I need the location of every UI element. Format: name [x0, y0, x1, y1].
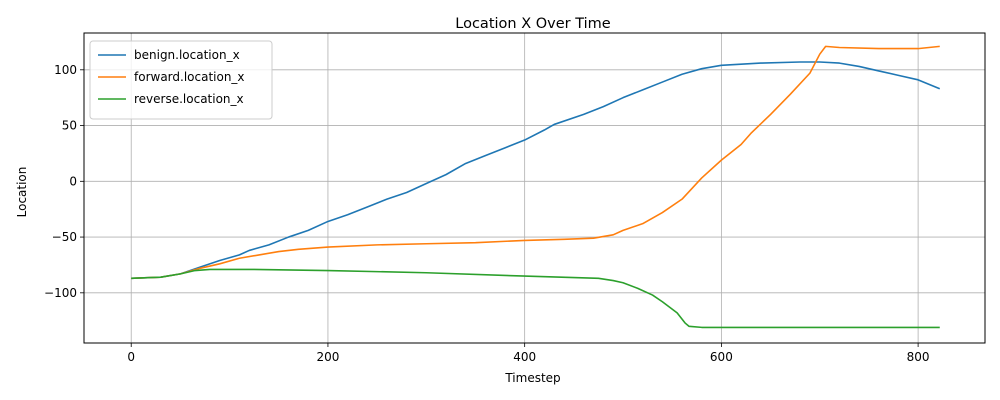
y-tick-label: −100 — [44, 286, 77, 300]
series-line-reverse-location-x — [131, 268, 940, 329]
y-tick-label: 100 — [54, 63, 77, 77]
legend-label: forward.location_x — [134, 70, 245, 84]
chart-title: Location X Over Time — [455, 16, 611, 32]
x-tick-label: 0 — [127, 350, 135, 364]
x-tick-label: 600 — [710, 350, 733, 364]
y-tick-label: 0 — [69, 174, 77, 188]
legend-label: reverse.location_x — [134, 92, 244, 106]
y-axis: −100 −50 0 50 100 — [44, 63, 84, 300]
y-axis-label: Location — [15, 167, 29, 218]
x-tick-label: 800 — [907, 350, 930, 364]
series-line-benign-location-x — [131, 61, 941, 280]
legend-box — [89, 40, 273, 120]
series-lines — [131, 45, 941, 329]
y-tick-label: 50 — [62, 119, 77, 133]
grid-lines — [84, 33, 985, 343]
series-line-forward-location-x — [131, 45, 940, 280]
y-tick-label: −50 — [52, 230, 77, 244]
x-axis: 0 200 400 600 800 — [127, 343, 930, 364]
x-tick-label: 400 — [513, 350, 536, 364]
legend: benign.location_x forward.location_xrever… — [89, 40, 273, 120]
x-axis-label: Timestep — [504, 371, 560, 385]
x-tick-label: 200 — [316, 350, 339, 364]
plot-frame — [83, 32, 986, 344]
legend-label: benign.location_x — [134, 48, 240, 62]
